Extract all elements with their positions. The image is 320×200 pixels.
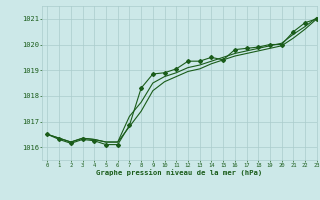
X-axis label: Graphe pression niveau de la mer (hPa): Graphe pression niveau de la mer (hPa) xyxy=(96,169,262,176)
